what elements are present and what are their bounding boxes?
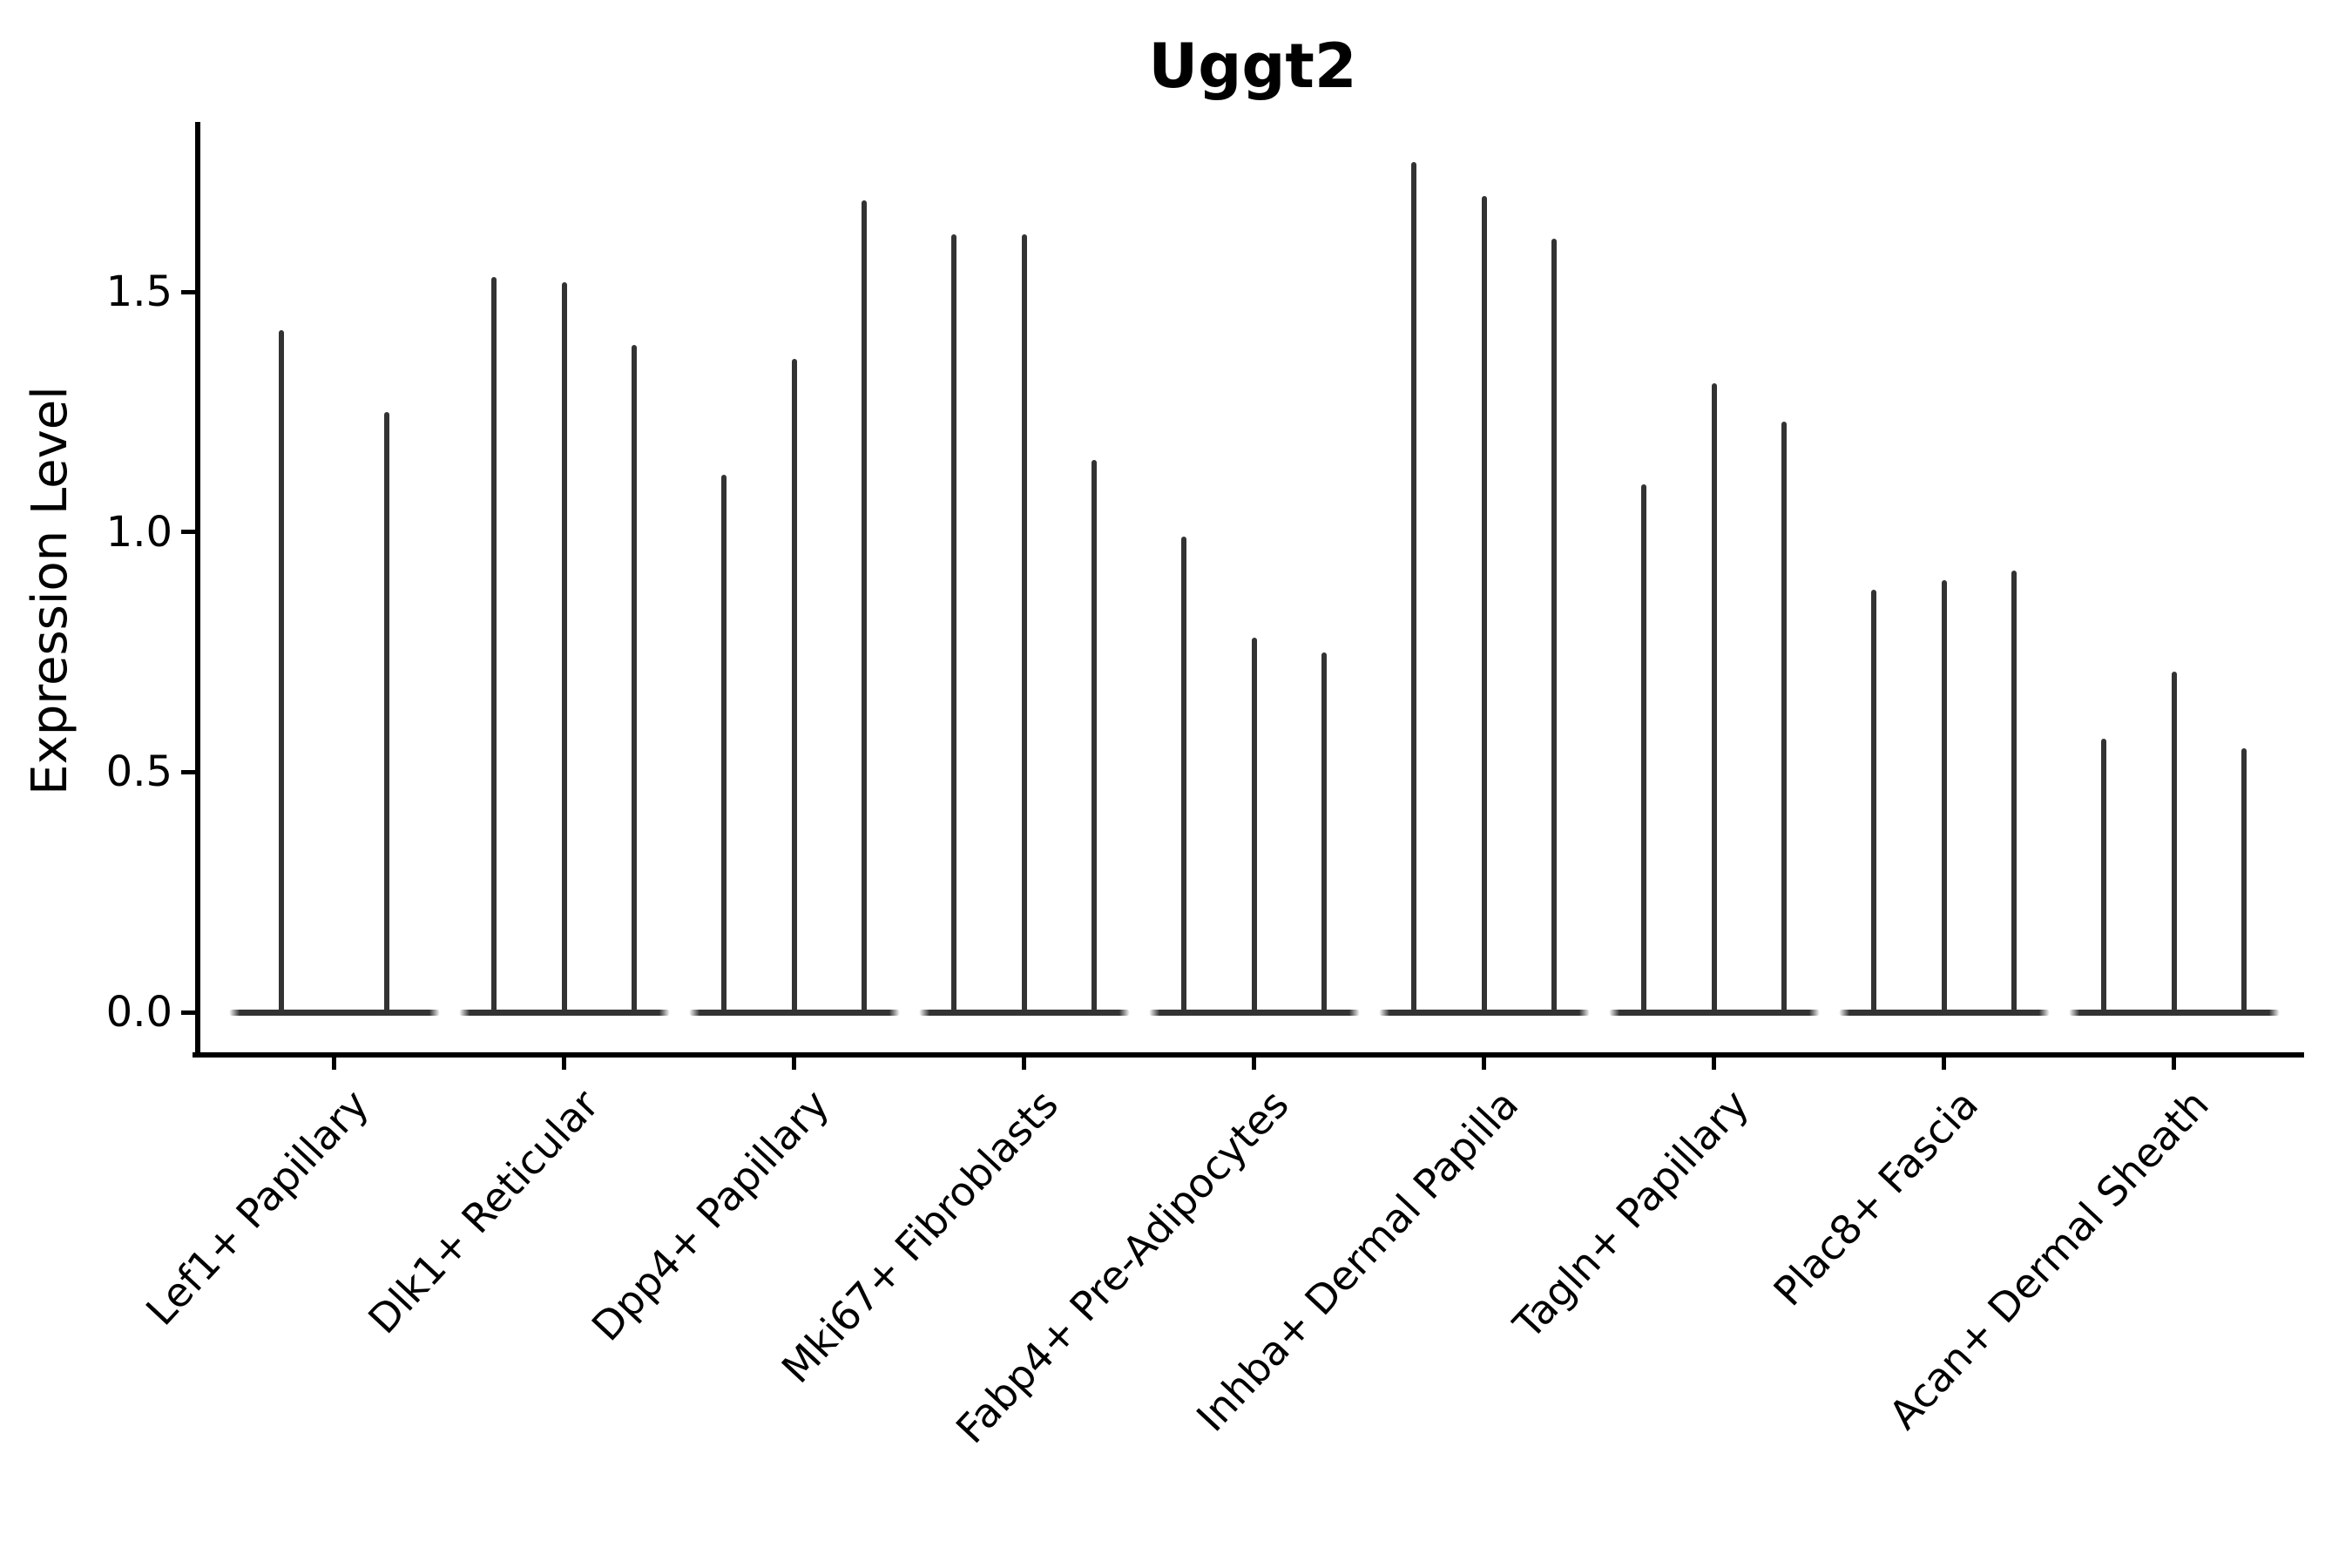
y-tick-label: 0.0 (105, 988, 172, 1037)
x-tick (332, 1056, 336, 1070)
x-tick (1022, 1056, 1026, 1070)
x-tick (2172, 1056, 2176, 1070)
violin-spike (491, 277, 497, 1014)
y-tick-label: 1.5 (105, 267, 172, 316)
violin-spike (1871, 589, 1876, 1014)
violin-spike (951, 233, 956, 1014)
violin-spike (384, 411, 389, 1014)
x-tick (1252, 1056, 1256, 1070)
chart-title: Uggt2 (1148, 30, 1357, 102)
x-axis-spine (193, 1052, 2304, 1058)
y-axis-spine (195, 122, 200, 1058)
y-tick (181, 1010, 196, 1015)
x-tick-label: Plac8+ Fascia (1764, 1080, 1988, 1315)
violin-spike (2101, 738, 2106, 1014)
violin-spike (1781, 421, 1787, 1014)
violin-spike (1251, 637, 1257, 1014)
violin-spike (791, 359, 797, 1014)
violin-spike (1641, 483, 1646, 1014)
violin-spike (2171, 671, 2177, 1014)
violin-base (228, 1009, 440, 1016)
x-tick-label: Dlk1+ Reticular (359, 1080, 608, 1343)
violin-spike (561, 281, 567, 1014)
violin-spike (632, 344, 637, 1014)
violin-spike (1092, 459, 1097, 1014)
violin-spike (2241, 747, 2247, 1014)
x-tick (1712, 1056, 1716, 1070)
violin-spike (721, 474, 727, 1014)
violin-spike (2011, 570, 2017, 1014)
x-tick-label: Tagln+ Papillary (1504, 1080, 1758, 1348)
y-tick (181, 530, 196, 535)
violin-spike (1481, 195, 1487, 1014)
violin-spike (1021, 233, 1027, 1014)
x-tick (792, 1056, 796, 1070)
x-tick (562, 1056, 566, 1070)
violin-spike (1941, 579, 1947, 1014)
x-tick (1942, 1056, 1946, 1070)
y-tick-label: 0.5 (105, 747, 172, 797)
x-tick-label: Dpp4+ Papillary (582, 1080, 838, 1350)
x-tick (1482, 1056, 1486, 1070)
violin-spike (862, 200, 867, 1014)
violin-spike (1321, 652, 1327, 1014)
y-tick (181, 769, 196, 774)
y-tick-label: 1.0 (105, 507, 172, 557)
violin-spike (1711, 382, 1717, 1014)
y-tick (181, 289, 196, 294)
violin-spike (279, 330, 284, 1014)
x-tick-label: Lef1+ Papillary (137, 1080, 378, 1335)
violin-spike (1551, 239, 1557, 1014)
violin-spike (1181, 537, 1186, 1014)
violin-spike (1411, 162, 1416, 1014)
